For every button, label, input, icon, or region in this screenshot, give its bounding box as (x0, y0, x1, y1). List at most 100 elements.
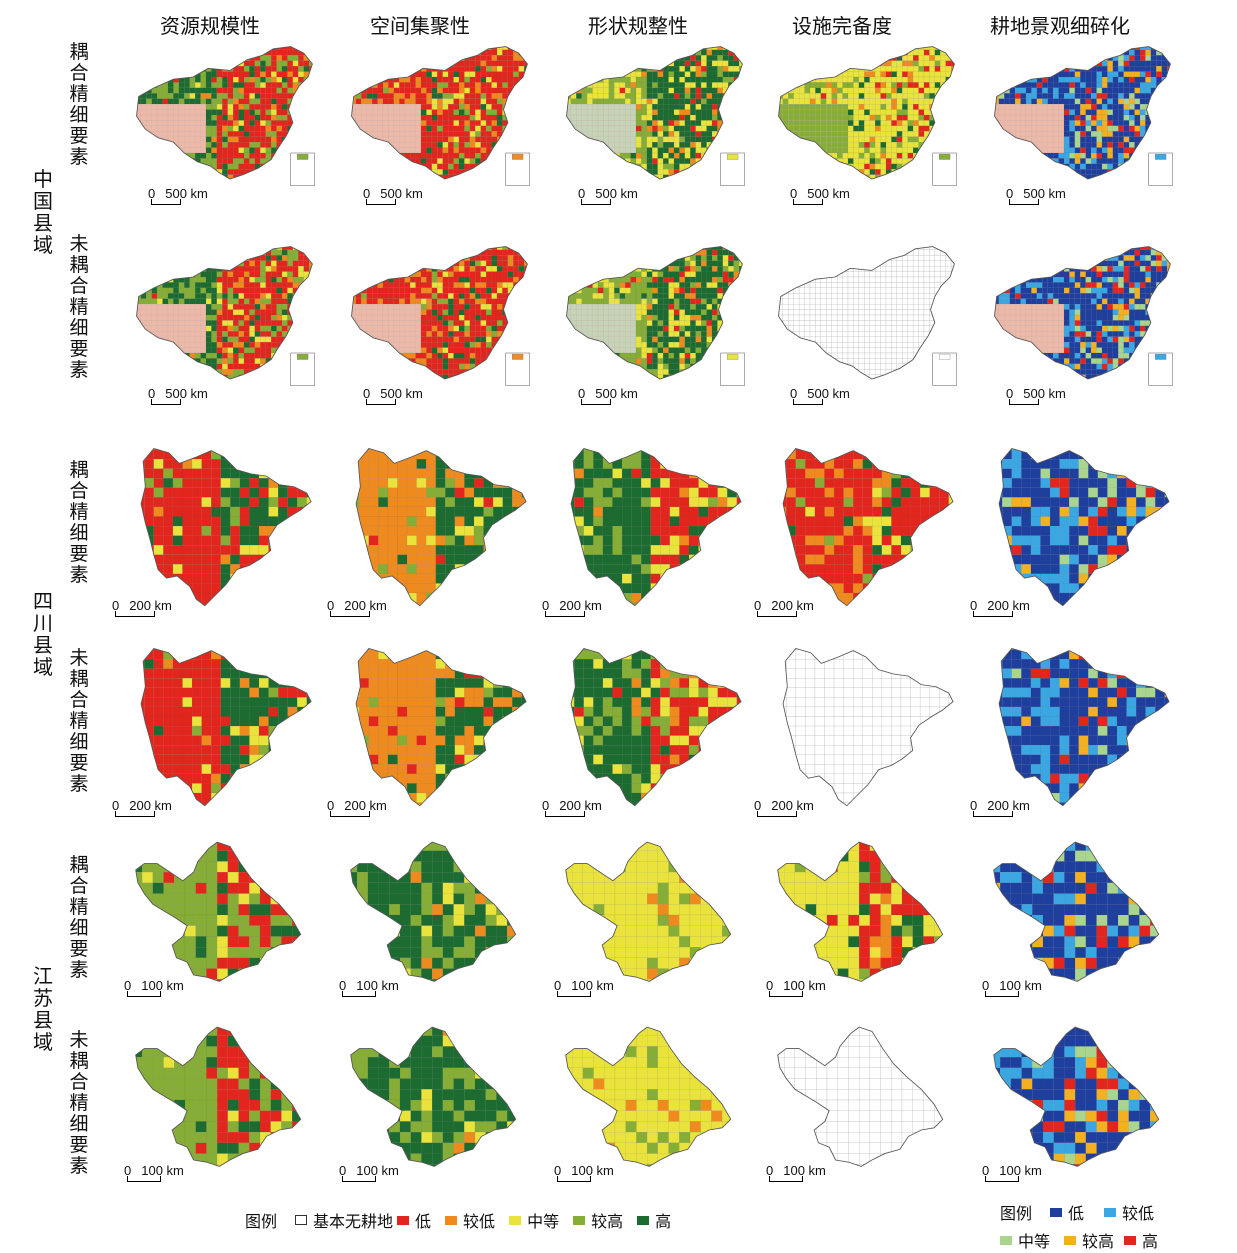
legend-swatch-none (295, 1215, 308, 1225)
map-boundary (355, 448, 527, 607)
scale-zero: 0 (766, 978, 774, 993)
map-svg (777, 1026, 944, 1167)
scale-label: 200 km (987, 798, 1030, 813)
map-china-coupled-col4: 0 500 km (772, 40, 962, 205)
scale-bar-line (557, 1176, 591, 1182)
scale-zero: 0 (112, 798, 120, 813)
map-boundary (777, 1026, 944, 1167)
map-svg (355, 448, 527, 607)
south-china-sea-inset (505, 352, 530, 386)
map-boundary (993, 1026, 1160, 1167)
scale-bar-line (769, 991, 803, 997)
legend-swatch-low (397, 1215, 410, 1225)
legend-frag-label-lowish: 较低 (1122, 1204, 1155, 1223)
map-sichuan-uncoupled-col4: 0 200 km (754, 640, 962, 817)
row-label-china-uncoupled: 未耦合精细要素 (69, 233, 89, 381)
map-china-coupled-col1: 0 500 km (130, 40, 320, 205)
map-jiangsu-coupled-col1: 0 100 km (124, 840, 315, 997)
map-regions (993, 1027, 1159, 1167)
map-regions (565, 1027, 731, 1167)
map-jiangsu-coupled-col3: 0 100 km (554, 840, 745, 997)
scale-label: 100 km (783, 978, 826, 993)
map-svg (350, 1026, 517, 1167)
map-regions (350, 842, 516, 982)
scale-bar-line (757, 611, 797, 617)
map-svg (351, 246, 530, 386)
scale-zero: 0 (754, 798, 762, 813)
legend-frag-swatch-mid (1000, 1235, 1012, 1245)
scale-bar: 0 200 km (112, 598, 172, 617)
scale-label: 200 km (129, 598, 172, 613)
map-regions (141, 448, 312, 606)
scale-bar-line (127, 1176, 161, 1182)
map-boundary (351, 246, 528, 380)
scale-bar: 0 500 km (578, 186, 638, 205)
scale-zero: 0 (148, 186, 156, 201)
scale-label: 100 km (356, 978, 399, 993)
south-china-sea-inset (720, 352, 745, 386)
scale-bar-line (545, 611, 585, 617)
scale-zero: 0 (148, 386, 156, 401)
scale-label: 100 km (141, 1163, 184, 1178)
scale-bar-line (769, 1176, 803, 1182)
map-svg (350, 841, 517, 982)
scale-bar-line (973, 811, 1013, 817)
scale-label: 500 km (807, 186, 850, 201)
map-sichuan-coupled-col1: 0 200 km (112, 440, 320, 617)
scale-zero: 0 (554, 978, 562, 993)
scale-bar-line (115, 611, 155, 617)
map-boundary (351, 46, 528, 180)
scale-label: 200 km (129, 798, 172, 813)
map-regions (135, 842, 301, 982)
map-jiangsu-coupled-col2: 0 100 km (339, 840, 530, 997)
map-regions (777, 842, 943, 982)
scale-zero: 0 (124, 978, 132, 993)
scale-bar: 0 100 km (339, 978, 399, 997)
scale-label: 500 km (807, 386, 850, 401)
map-svg (566, 46, 745, 186)
map-boundary (778, 246, 955, 380)
scale-zero: 0 (790, 186, 798, 201)
map-svg (140, 648, 312, 807)
scale-bar: 0 500 km (790, 186, 850, 205)
map-sichuan-coupled-col5: 0 200 km (970, 440, 1178, 617)
legend-main-title: 图例 (245, 1212, 278, 1231)
map-svg (136, 246, 315, 386)
scale-label: 500 km (165, 186, 208, 201)
map-svg (993, 841, 1160, 982)
scale-bar: 0 500 km (578, 386, 638, 405)
map-svg (782, 648, 954, 807)
scale-zero: 0 (754, 598, 762, 613)
scale-zero: 0 (112, 598, 120, 613)
legend-swatch-mid (509, 1215, 522, 1225)
scale-zero: 0 (327, 598, 335, 613)
scale-bar: 0 200 km (112, 798, 172, 817)
map-boundary (566, 246, 743, 380)
map-svg (998, 648, 1170, 807)
scale-bar: 0 200 km (970, 598, 1030, 617)
legend-frag-label-high: 高 (1142, 1232, 1159, 1251)
map-regions (993, 842, 1159, 982)
map-boundary (350, 1026, 517, 1167)
scale-label: 200 km (344, 798, 387, 813)
map-china-uncoupled-col2: 0 500 km (345, 240, 535, 405)
scale-bar-line (793, 199, 823, 205)
map-jiangsu-coupled-col4: 0 100 km (766, 840, 957, 997)
scale-bar-line (1009, 399, 1039, 405)
row-label-jiangsu-uncoupled: 未耦合精细要素 (69, 1029, 89, 1177)
scale-bar-line (330, 811, 370, 817)
legend-frag-label-highish: 较高 (1082, 1232, 1115, 1251)
scale-zero: 0 (578, 186, 586, 201)
scale-label: 500 km (380, 386, 423, 401)
scale-zero: 0 (1006, 386, 1014, 401)
map-svg (994, 246, 1173, 386)
map-svg (782, 448, 954, 607)
map-regions (135, 1027, 301, 1167)
scale-bar-line (115, 811, 155, 817)
scale-bar: 0 100 km (766, 1163, 826, 1182)
scale-bar: 0 100 km (124, 978, 184, 997)
scale-bar-line (1009, 199, 1039, 205)
scale-zero: 0 (982, 978, 990, 993)
map-china-uncoupled-col5: 0 500 km (988, 240, 1178, 405)
map-jiangsu-coupled-col5: 0 100 km (982, 840, 1173, 997)
